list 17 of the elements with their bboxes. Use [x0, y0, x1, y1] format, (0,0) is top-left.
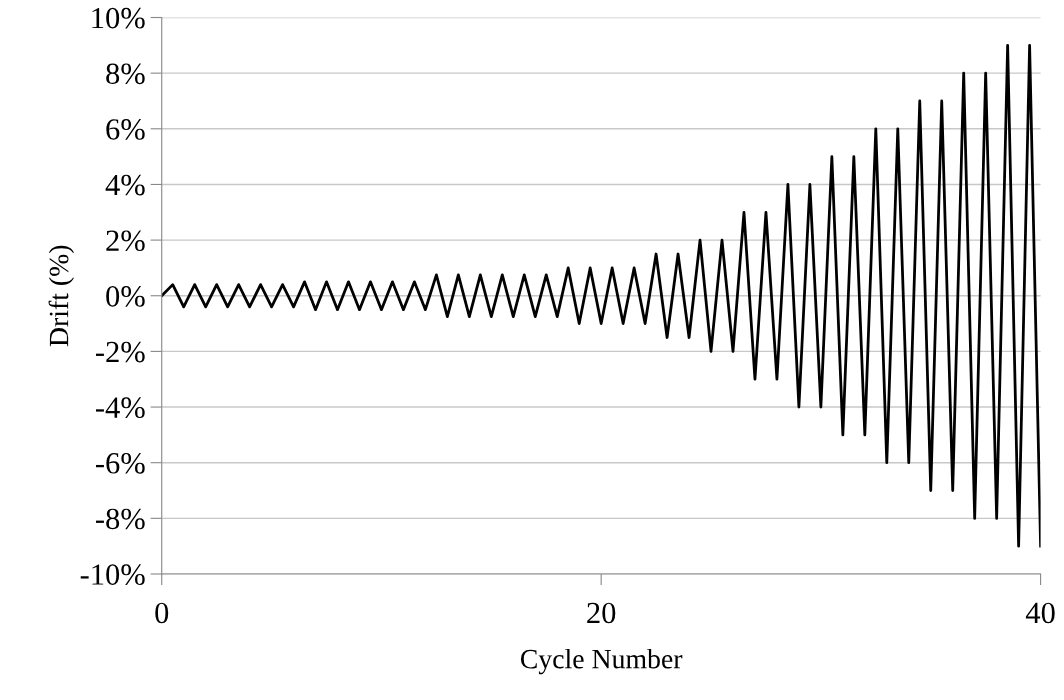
x-tick-label: 0 [155, 602, 169, 624]
y-tick-label: 4% [105, 174, 145, 196]
x-tick-label: 20 [587, 602, 616, 624]
y-tick-label: 10% [92, 7, 145, 29]
y-tick-label: -10% [80, 564, 145, 585]
y-tick-label: 8% [106, 63, 145, 85]
x-axis-title: Cycle Number [520, 648, 683, 675]
x-tick-label: 40 [1025, 602, 1055, 624]
y-tick-label: -6% [95, 452, 145, 474]
y-tick-label: -4% [95, 397, 145, 419]
y-axis-title: Drift (%) [48, 245, 75, 347]
y-tick-label: 6% [106, 119, 145, 140]
line-series [161, 43, 1041, 548]
y-tick-label: 0% [106, 286, 145, 307]
y-tick-label: -2% [95, 341, 145, 363]
y-tick-label: -8% [95, 508, 145, 530]
y-tick-label: 2% [106, 230, 145, 252]
